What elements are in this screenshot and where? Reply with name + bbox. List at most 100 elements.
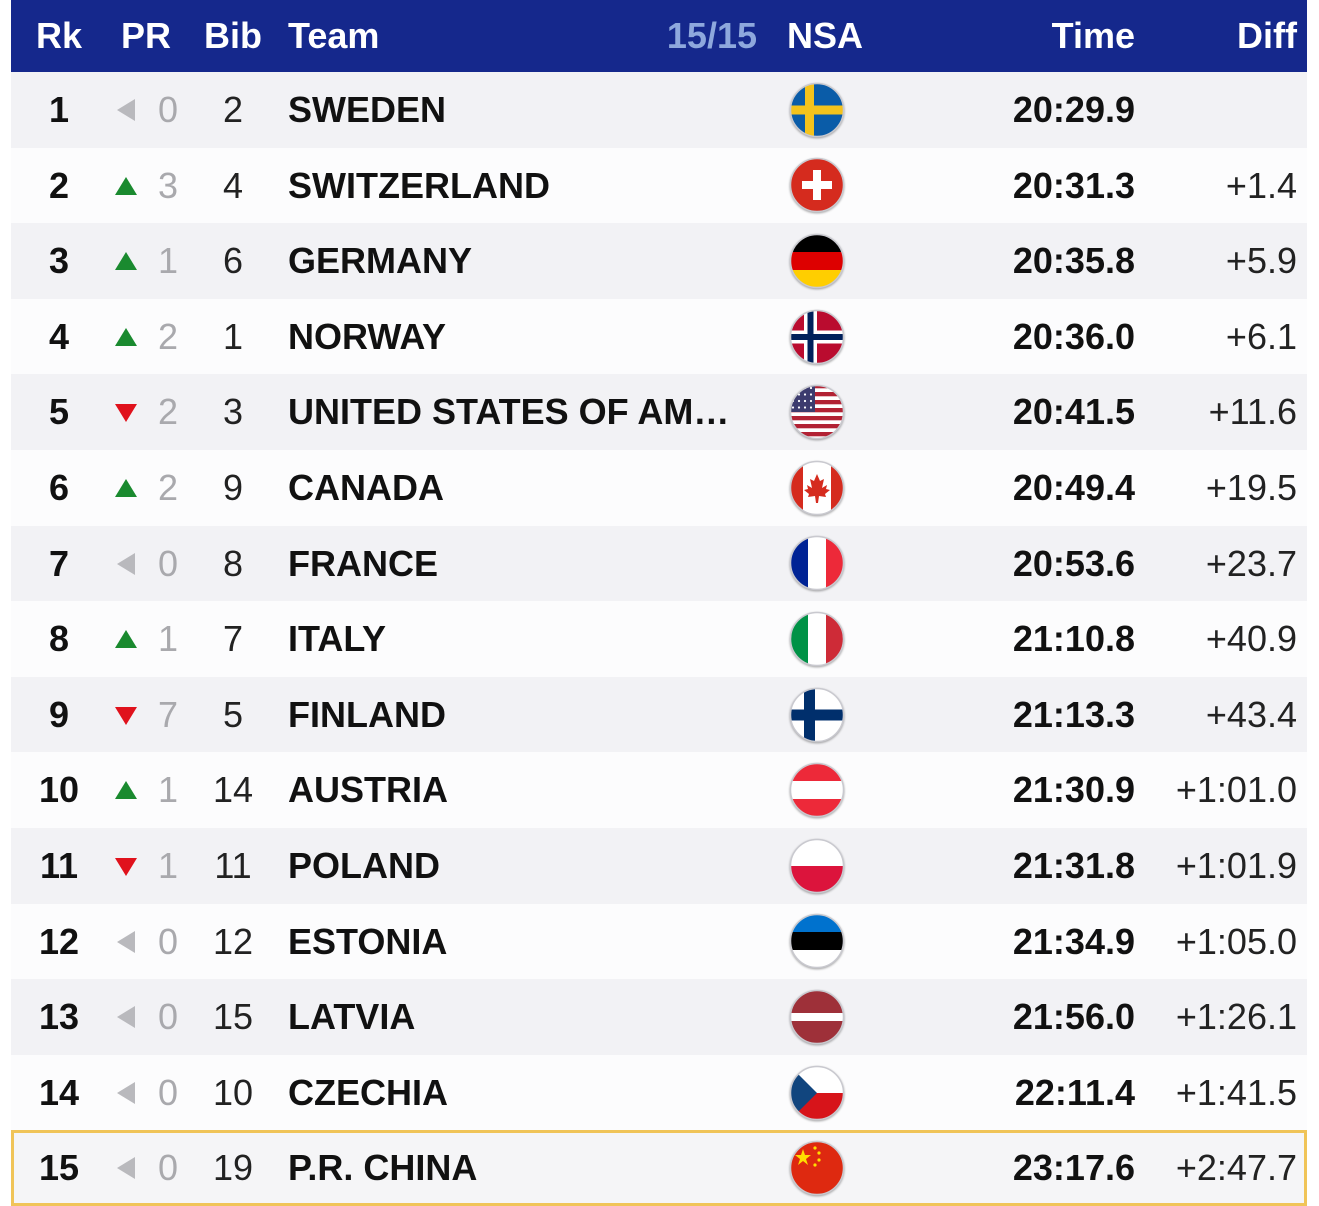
table-row[interactable]: 10 1 14 AUSTRIA 21:30.9 +1:01.0	[11, 752, 1307, 828]
header-bib[interactable]: Bib	[204, 15, 262, 56]
rank-cell: 13	[38, 996, 80, 1038]
time-cell: 20:53.6	[1012, 542, 1135, 584]
team-name[interactable]: CANADA	[288, 466, 444, 508]
position-change-cell: 3	[157, 164, 179, 206]
position-change-cell: 7	[157, 693, 179, 735]
header-rank[interactable]: Rk	[35, 15, 83, 56]
header-time[interactable]: Time	[1051, 15, 1135, 56]
latvia-flag-icon	[789, 989, 845, 1045]
table-row[interactable]: 2 3 4 SWITZERLAND 20:31.3 +1.4	[11, 147, 1307, 224]
rank-cell: 15	[38, 1147, 80, 1189]
table-row[interactable]: 14 0 10 CZECHIA 22:11.4 +1:41.5	[11, 1054, 1307, 1131]
bib-cell: 11	[214, 844, 252, 886]
france-flag-icon	[789, 535, 845, 591]
table-row[interactable]: 9 7 5 FINLAND 21:13.3 +43.4	[11, 676, 1307, 753]
table-row[interactable]: 6 2 9 CANADA 20:49.4 +19.5	[11, 449, 1307, 526]
bib-cell: 10	[212, 1071, 254, 1113]
diff-cell: +11.6	[1208, 391, 1297, 433]
team-name[interactable]: CZECHIA	[288, 1071, 448, 1113]
diff-cell: +2:47.7	[1175, 1147, 1297, 1189]
rank-cell: 14	[38, 1071, 80, 1113]
team-name[interactable]: SWEDEN	[288, 89, 447, 130]
table-row[interactable]: 15 0 19 P.R. CHINA 23:17.6 +2:47.7	[11, 1130, 1307, 1206]
time-cell: 21:34.9	[1012, 920, 1135, 962]
triangle-left-icon	[113, 979, 139, 1055]
table-row[interactable]: 11 1 11 POLAND 21:31.8 +1:01.9	[11, 827, 1307, 904]
team-name[interactable]: LATVIA	[288, 996, 416, 1038]
diff-cell: +1:26.1	[1175, 996, 1297, 1038]
header-team[interactable]: Team	[288, 15, 380, 56]
estonia-flag-icon	[789, 913, 845, 969]
diff-cell: +1.4	[1225, 164, 1297, 206]
team-name[interactable]: NORWAY	[288, 315, 447, 357]
position-change-cell: 0	[157, 1147, 179, 1189]
team-name[interactable]: FRANCE	[288, 542, 438, 584]
table-row[interactable]: 4 2 1 NORWAY 20:36.0 +6.1	[11, 298, 1307, 375]
team-name[interactable]: GERMANY	[288, 240, 473, 282]
team-name[interactable]: SWITZERLAND	[288, 164, 550, 206]
canada-flag-icon	[789, 460, 845, 516]
diff-cell: +40.9	[1205, 618, 1297, 660]
diff-cell: +1:41.5	[1175, 1071, 1297, 1113]
table-row[interactable]: 8 1 7 ITALY 21:10.8 +40.9	[11, 601, 1307, 677]
table-row[interactable]: 12 0 12 ESTONIA 21:34.9 +1:05.0	[11, 903, 1307, 980]
triangle-up-icon	[113, 601, 139, 677]
italy-flag-icon	[789, 611, 845, 667]
time-cell: 20:31.3	[1012, 164, 1135, 206]
team-name[interactable]: P.R. CHINA	[288, 1147, 478, 1189]
header-nsa[interactable]: NSA	[787, 15, 864, 56]
table-row[interactable]: 7 0 8 FRANCE 20:53.6 +23.7	[11, 525, 1307, 602]
diff-cell: +1:01.0	[1175, 769, 1297, 811]
bib-cell: 2	[222, 89, 244, 130]
time-cell: 20:35.8	[1012, 240, 1135, 282]
team-name[interactable]: ESTONIA	[288, 920, 448, 962]
triangle-left-icon	[113, 904, 139, 980]
rank-cell: 6	[48, 466, 70, 508]
triangle-left-icon	[113, 1130, 139, 1206]
header-position-change[interactable]: PR	[120, 15, 171, 56]
austria-flag-icon	[789, 762, 845, 818]
team-name[interactable]: ITALY	[288, 618, 387, 660]
table-row[interactable]: 13 0 15 LATVIA 21:56.0 +1:26.1	[11, 979, 1307, 1055]
bib-cell: 15	[212, 996, 254, 1038]
position-change-cell: 0	[157, 89, 179, 130]
time-cell: 21:56.0	[1012, 996, 1135, 1038]
rank-cell: 5	[48, 391, 70, 433]
bib-cell: 6	[222, 240, 244, 282]
diff-cell: +5.9	[1225, 240, 1297, 282]
rank-cell: 2	[48, 164, 70, 206]
bib-cell: 8	[222, 542, 244, 584]
team-name[interactable]: FINLAND	[288, 693, 446, 735]
triangle-down-icon	[113, 374, 139, 450]
table-row[interactable]: 1 0 2 SWEDEN 20:29.9	[11, 72, 1307, 148]
team-name[interactable]: AUSTRIA	[288, 769, 448, 811]
position-change-cell: 1	[157, 769, 179, 811]
position-change-cell: 0	[157, 542, 179, 584]
position-change-cell: 0	[157, 1071, 179, 1113]
team-name[interactable]: POLAND	[288, 844, 440, 886]
table-row[interactable]: 5 2 3 UNITED STATES OF AM… 20:41.5 +11.6	[11, 374, 1307, 450]
triangle-up-icon	[113, 148, 139, 224]
diff-cell: +43.4	[1205, 693, 1297, 735]
table-row[interactable]: 3 1 6 GERMANY 20:35.8 +5.9	[11, 223, 1307, 299]
time-cell: 20:41.5	[1012, 391, 1135, 433]
diff-cell: +1:05.0	[1175, 920, 1297, 962]
sweden-flag-icon	[789, 82, 845, 138]
switzerland-flag-icon	[789, 157, 845, 213]
position-change-cell: 1	[157, 844, 179, 886]
rank-cell: 11	[39, 844, 79, 886]
rank-cell: 12	[38, 920, 80, 962]
position-change-cell: 2	[157, 315, 179, 357]
position-change-cell: 1	[157, 240, 179, 282]
time-cell: 20:29.9	[1012, 89, 1135, 130]
rank-cell: 1	[48, 89, 70, 130]
diff-cell: +23.7	[1205, 542, 1297, 584]
team-name[interactable]: UNITED STATES OF AM…	[288, 391, 730, 433]
bib-cell: 19	[212, 1147, 254, 1189]
position-change-cell: 1	[157, 618, 179, 660]
triangle-up-icon	[113, 752, 139, 828]
triangle-down-icon	[113, 828, 139, 904]
rank-cell: 9	[48, 693, 70, 735]
header-diff[interactable]: Diff	[1237, 15, 1297, 56]
poland-flag-icon	[789, 838, 845, 894]
